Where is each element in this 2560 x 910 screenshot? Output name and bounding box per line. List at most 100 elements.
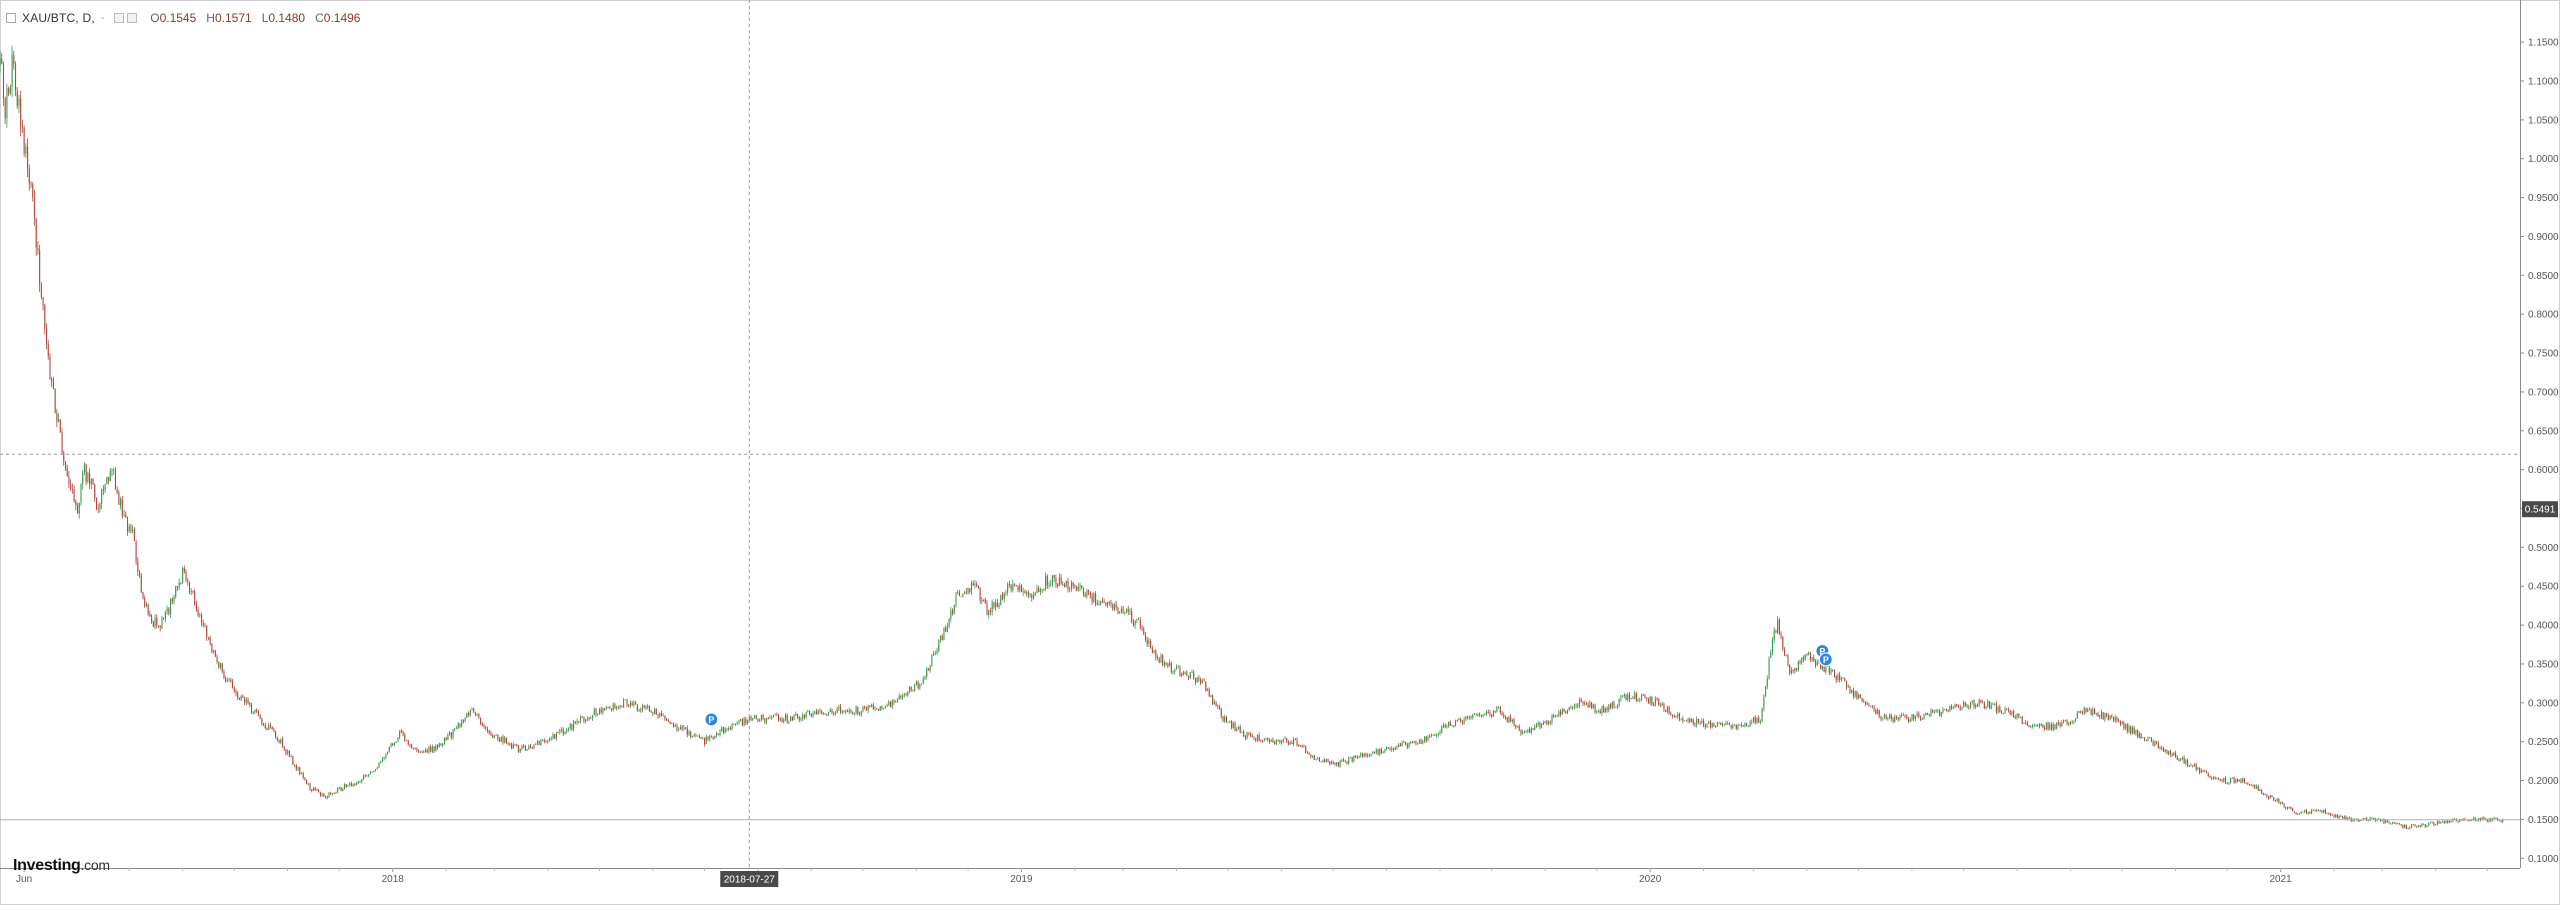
- candle: [1406, 742, 1408, 750]
- candle-body: [1895, 716, 1898, 718]
- candle-body: [278, 740, 280, 743]
- candle-body: [722, 727, 725, 733]
- candle: [2118, 718, 2120, 723]
- candle: [58, 413, 60, 423]
- candle-body: [77, 505, 79, 514]
- candle-body: [257, 711, 259, 715]
- candle-body: [1832, 669, 1834, 671]
- candle-body: [252, 712, 254, 714]
- candle-body: [1318, 757, 1321, 762]
- candle: [2094, 707, 2096, 715]
- candle: [1034, 591, 1036, 597]
- event-marker-label: P: [708, 715, 714, 725]
- candle-body: [1897, 717, 1899, 720]
- candle: [719, 728, 721, 737]
- candle: [2409, 826, 2411, 830]
- candle: [2488, 818, 2490, 823]
- candle-body: [2040, 724, 2042, 727]
- candle-body: [573, 721, 575, 730]
- candle-body: [2143, 737, 2146, 741]
- candle-body: [2347, 817, 2349, 820]
- candle-body: [1408, 742, 1410, 748]
- candle: [1518, 724, 1520, 732]
- candle: [77, 502, 79, 514]
- candle: [2180, 758, 2182, 762]
- candle: [1529, 727, 1531, 733]
- candle: [1560, 709, 1562, 718]
- candle: [1248, 732, 1250, 736]
- candle-body: [1473, 713, 1476, 715]
- candle-body: [1076, 586, 1078, 591]
- candle-body: [151, 616, 153, 622]
- candle: [2188, 764, 2190, 768]
- candle: [2250, 783, 2252, 786]
- candle-body: [1093, 593, 1095, 602]
- candle-body: [388, 747, 390, 753]
- candle: [1477, 713, 1479, 717]
- candle-body: [829, 709, 831, 712]
- candle-body: [1427, 737, 1429, 741]
- candle-body: [1630, 698, 1632, 700]
- candle-body: [2290, 807, 2292, 809]
- candle-body: [962, 593, 964, 597]
- candle: [1157, 654, 1159, 661]
- settings-icon[interactable]: [114, 13, 125, 23]
- event-marker[interactable]: P: [1818, 652, 1833, 667]
- candle-body: [142, 592, 144, 599]
- price-tick-label: 1.1500: [2528, 38, 2559, 49]
- candle-body: [2109, 715, 2111, 720]
- candle: [264, 722, 266, 730]
- candle: [1148, 637, 1150, 648]
- candle: [78, 502, 80, 519]
- candle: [1144, 631, 1147, 642]
- candle: [1944, 709, 1946, 711]
- candle: [1403, 740, 1405, 744]
- candle-body: [443, 737, 446, 744]
- candle: [1262, 739, 1264, 743]
- candle-body: [63, 452, 65, 462]
- candle-body: [645, 706, 647, 708]
- candle-body: [1262, 740, 1264, 742]
- candle-body: [2147, 737, 2149, 741]
- candle: [1486, 710, 1488, 716]
- candle: [945, 625, 947, 633]
- candle-body: [824, 713, 826, 715]
- candle-body: [2410, 824, 2413, 828]
- candle: [798, 715, 800, 723]
- candle: [1143, 626, 1145, 636]
- candle-body: [2092, 709, 2094, 715]
- candle-body: [1026, 592, 1028, 594]
- candle-body: [330, 793, 332, 794]
- candle-body: [1942, 709, 1944, 713]
- candle-body: [1169, 662, 1171, 667]
- candle-body: [1987, 701, 1989, 707]
- candle-body: [1616, 705, 1619, 708]
- close-icon[interactable]: [127, 13, 138, 23]
- candle: [2257, 784, 2259, 792]
- candle: [659, 712, 661, 719]
- candle-body: [1305, 746, 1307, 753]
- candle: [1584, 700, 1586, 706]
- candle-body: [2064, 720, 2066, 721]
- candle: [1379, 748, 1381, 757]
- candle-body: [864, 706, 866, 708]
- candle-body: [654, 709, 656, 714]
- candle-body: [2197, 767, 2199, 770]
- candle-body: [2207, 772, 2209, 776]
- candle-body: [891, 700, 893, 708]
- candle-body: [1610, 704, 1612, 708]
- collapse-legend-icon[interactable]: [6, 13, 16, 23]
- candle: [583, 716, 585, 724]
- candle-body: [647, 705, 649, 708]
- candle-body: [2288, 807, 2290, 809]
- candle: [2133, 726, 2135, 735]
- candle: [965, 587, 967, 595]
- candle-body: [2080, 711, 2082, 713]
- candle-body: [1846, 680, 1848, 688]
- event-marker[interactable]: P: [704, 712, 719, 727]
- candle: [2171, 752, 2173, 758]
- candle-body: [2011, 711, 2013, 715]
- candle-body: [195, 604, 197, 610]
